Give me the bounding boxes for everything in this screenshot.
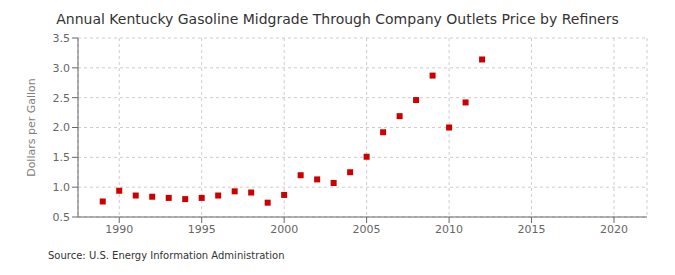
svg-text:2020: 2020 [600,223,628,236]
html-text:Annual Kentucky Gasoline Midgr: Annual Kentucky Gasoline Midgrade Throug… [56,11,619,27]
svg-text:2005: 2005 [353,223,381,236]
svg-text:0.5: 0.5 [53,211,71,224]
svg-text:Dollars per Gallon: Dollars per Gallon [25,78,38,177]
svg-text:2.0: 2.0 [53,121,71,134]
svg-text:1.5: 1.5 [53,151,71,164]
svg-text:2015: 2015 [518,223,546,236]
svg-text:1990: 1990 [105,223,133,236]
svg-text:2010: 2010 [435,223,463,236]
svg-text:1.0: 1.0 [53,181,71,194]
svg-text:2000: 2000 [270,223,298,236]
svg-text:3.5: 3.5 [53,32,71,45]
html-text:Source: U.S. Energy Informatio: Source: U.S. Energy Information Administ… [48,250,285,261]
svg-text:1995: 1995 [188,223,216,236]
svg-text:3.0: 3.0 [53,62,71,75]
svg-text:2.5: 2.5 [53,92,71,105]
